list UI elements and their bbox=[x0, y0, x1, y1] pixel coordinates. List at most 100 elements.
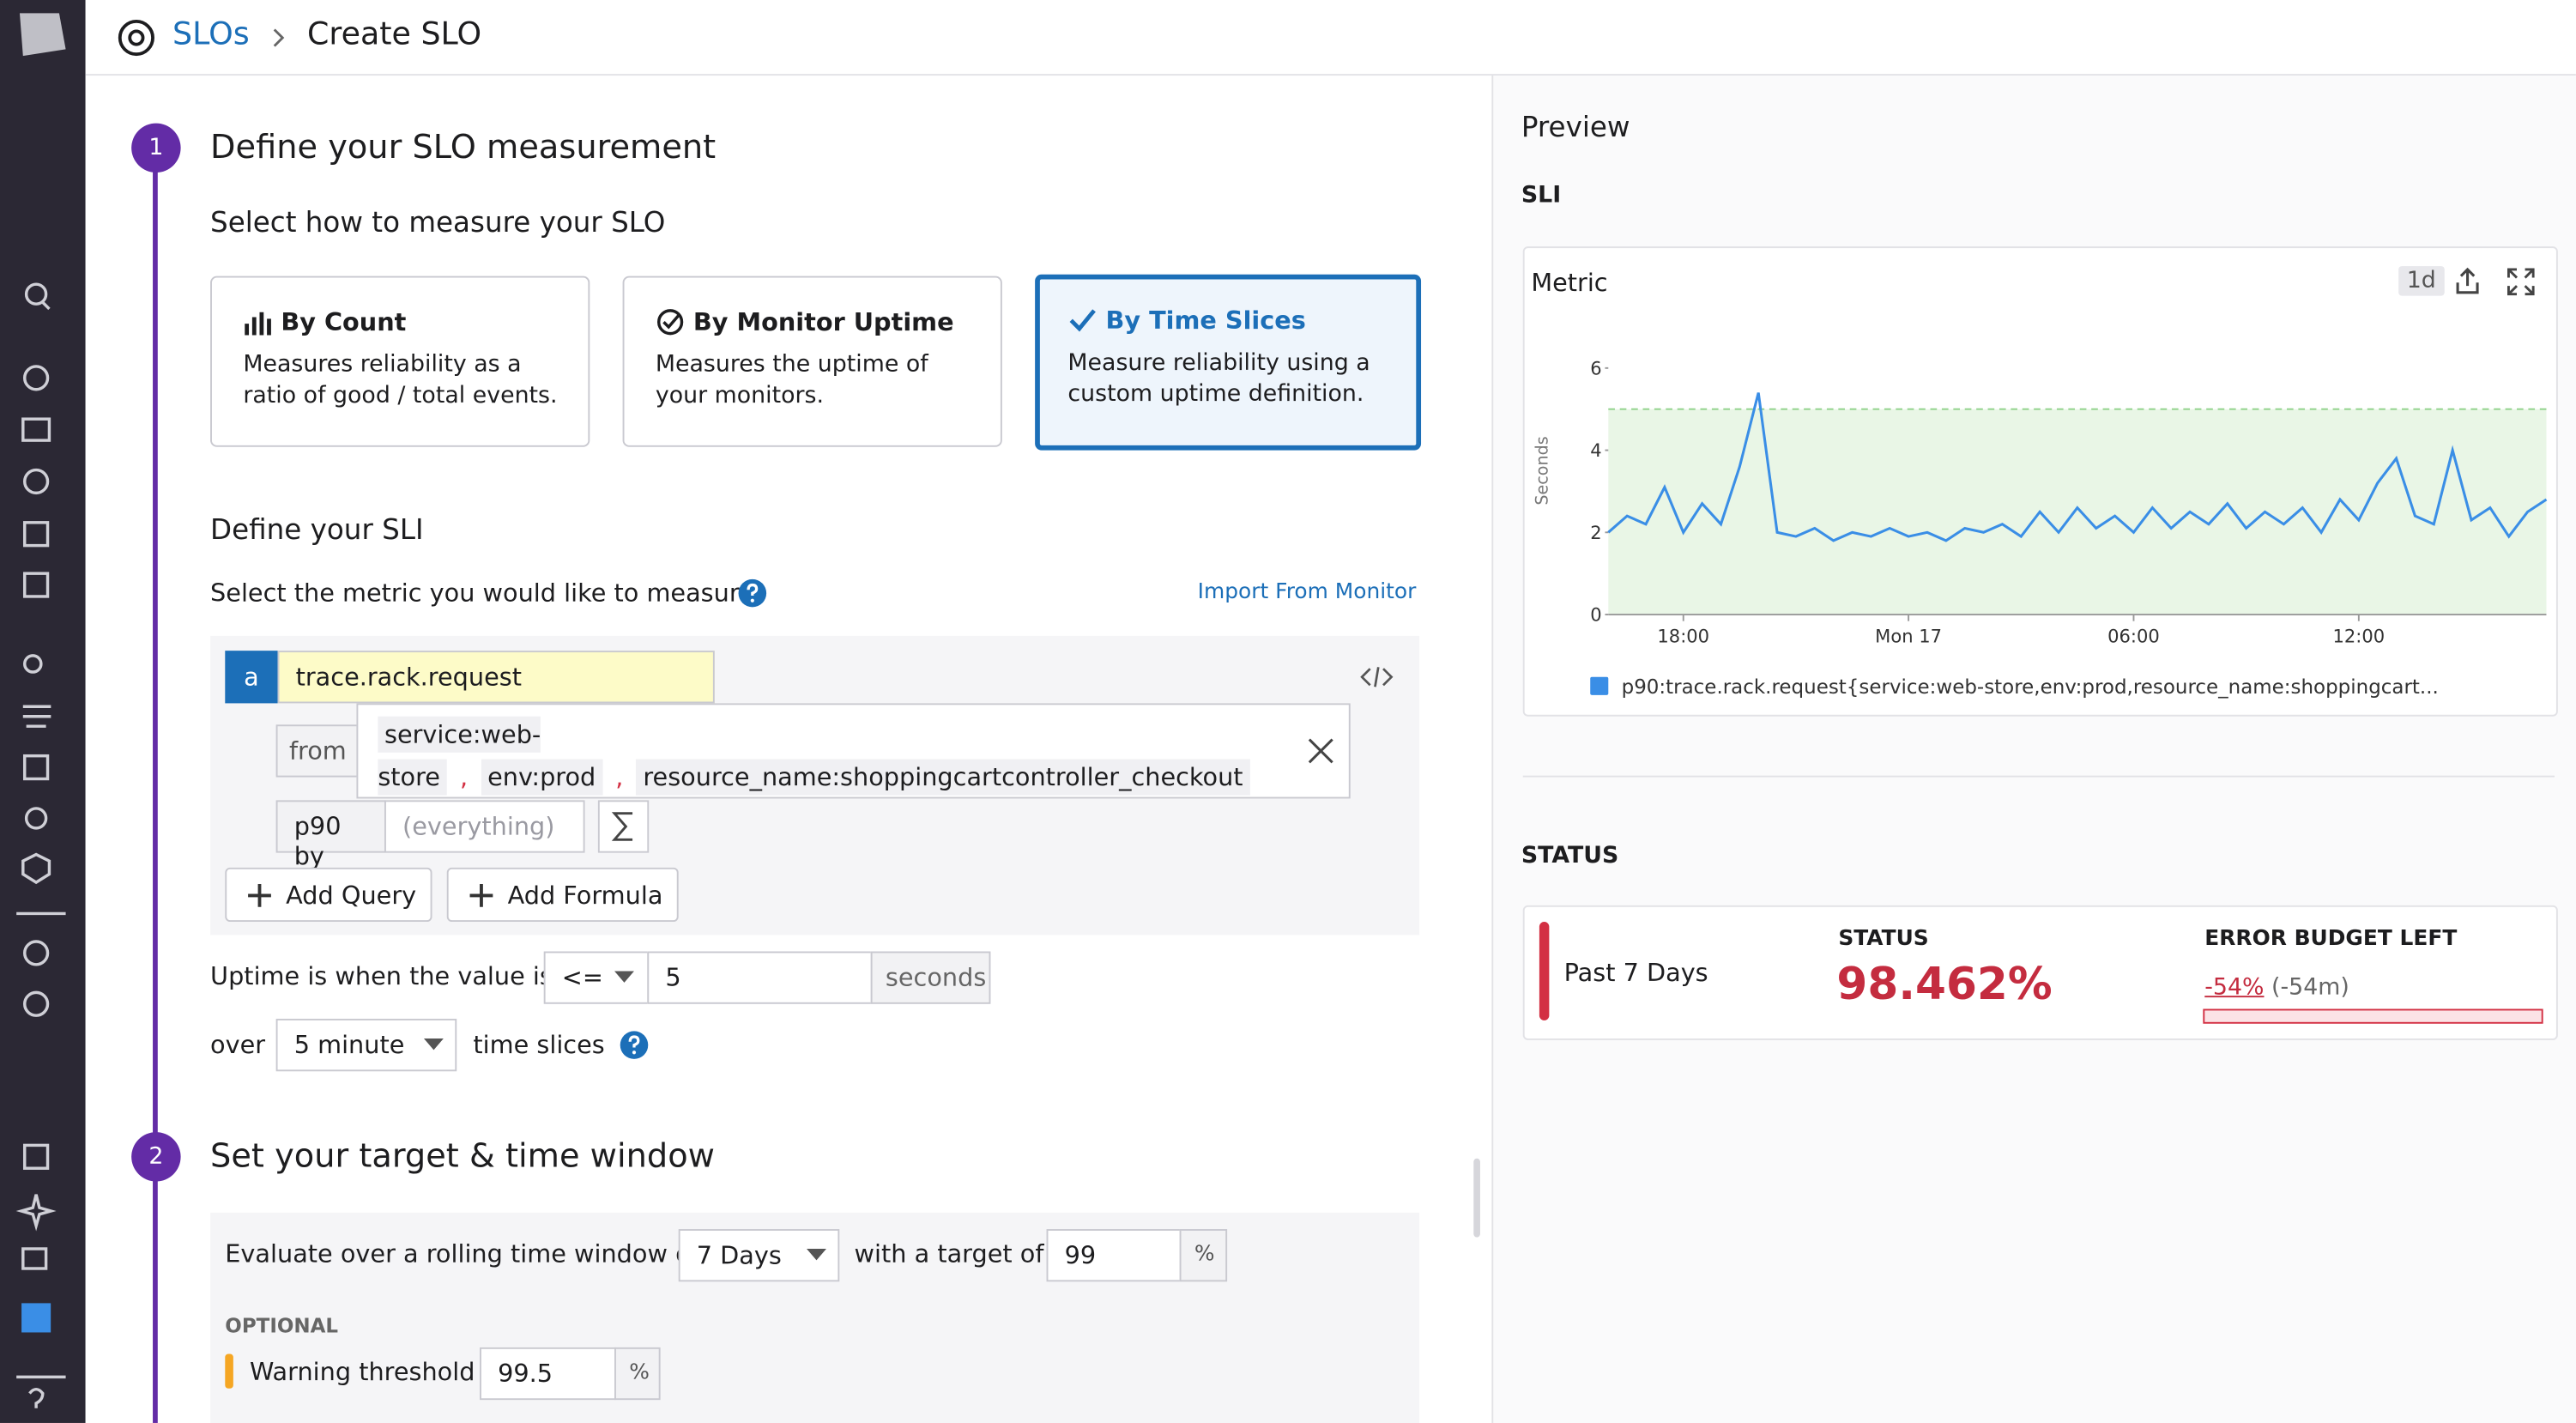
y-tick-label: 0 bbox=[1590, 604, 1601, 626]
check-icon bbox=[1069, 309, 1096, 332]
option-description: Measures the uptime of your monitors. bbox=[655, 351, 928, 409]
window-select[interactable]: 5 minute bbox=[275, 1018, 457, 1072]
y-tick-label: 4 bbox=[1590, 439, 1601, 461]
budget-text: -54% (-54m) bbox=[2204, 974, 2349, 1001]
y-tick-label: 6 bbox=[1590, 358, 1601, 379]
help-icon[interactable] bbox=[620, 1030, 649, 1059]
divider bbox=[1522, 775, 2555, 778]
status-value: 98.462% bbox=[1836, 960, 2053, 1011]
tag-list: service:web-store, env:prod, resource_name… bbox=[378, 716, 1250, 796]
target-box: Evaluate over a rolling time window of 7… bbox=[210, 1212, 1420, 1423]
warning-marker bbox=[225, 1353, 233, 1389]
count-icon bbox=[245, 312, 271, 336]
option-title: By Time Slices bbox=[1105, 306, 1306, 336]
threshold-input[interactable]: 5 bbox=[647, 951, 873, 1004]
metric-input[interactable]: trace.rack.request bbox=[277, 651, 715, 704]
nav-icons bbox=[15, 282, 66, 1408]
scrollbar bbox=[1473, 1158, 1480, 1238]
step-subtitle: Select how to measure your SLO bbox=[210, 207, 666, 240]
tag-separator: , bbox=[615, 762, 624, 792]
export-icon[interactable] bbox=[2452, 266, 2482, 295]
slo-icon bbox=[118, 19, 154, 57]
budget-time: (-54m) bbox=[2271, 974, 2349, 1001]
plus-icon bbox=[469, 883, 493, 906]
status-marker bbox=[1539, 922, 1550, 1020]
select-value: <= bbox=[561, 962, 603, 993]
select-value: 5 minute bbox=[293, 1030, 405, 1060]
button-label: Add Query bbox=[286, 880, 417, 910]
tag: resource_name:shoppingcartcontroller_che… bbox=[636, 759, 1250, 796]
sli-prompt: Select the metric you would like to meas… bbox=[210, 578, 762, 609]
expand-icon[interactable] bbox=[2507, 268, 2536, 296]
warning-input[interactable]: 99.5 bbox=[480, 1347, 616, 1401]
status-heading: STATUS bbox=[1521, 843, 1619, 869]
step-line bbox=[153, 171, 158, 1135]
preview-title: Preview bbox=[1521, 112, 1630, 145]
step-number: 1 bbox=[131, 123, 181, 173]
budget-bar bbox=[2203, 1008, 2543, 1024]
target-input[interactable]: 99 bbox=[1046, 1229, 1182, 1282]
caret bbox=[614, 971, 634, 983]
tag-input[interactable]: service:web-store, env:prod, resource_name… bbox=[356, 703, 1351, 799]
option-title: By Count bbox=[281, 307, 407, 337]
sidebar bbox=[0, 0, 86, 1423]
unit-label: % bbox=[1179, 1229, 1228, 1282]
from-label: from bbox=[275, 724, 359, 778]
option-card[interactable]: By Count Measures reliability as a ratio… bbox=[210, 276, 590, 447]
tag-separator: , bbox=[459, 762, 469, 792]
budget-label: ERROR BUDGET LEFT bbox=[2204, 926, 2458, 952]
add-query-button[interactable]: Add Query bbox=[225, 867, 432, 923]
logo bbox=[19, 13, 66, 57]
status-label: STATUS bbox=[1838, 926, 1929, 952]
add-formula-button[interactable]: Add Formula bbox=[446, 867, 679, 923]
time-window-select[interactable]: 7 Days bbox=[678, 1229, 840, 1282]
step-line bbox=[153, 1179, 158, 1423]
target-label: with a target of bbox=[854, 1238, 1044, 1269]
sigma-icon bbox=[611, 812, 633, 841]
option-description: Measure reliability using a custom uptim… bbox=[1067, 349, 1370, 408]
y-axis-label: Seconds bbox=[1532, 436, 1551, 505]
window-label: Evaluate over a rolling time window of bbox=[225, 1238, 699, 1269]
caret bbox=[423, 1038, 444, 1051]
option-card[interactable]: By Monitor Uptime Measures the uptime of… bbox=[622, 276, 1002, 447]
uptime-region bbox=[1608, 409, 2547, 615]
select-value: 7 Days bbox=[696, 1240, 782, 1270]
x-tick-label: Mon 17 bbox=[1875, 626, 1942, 647]
legend-label: p90:trace.rack.request{service:web-store… bbox=[1622, 676, 2439, 699]
breadcrumb-link[interactable]: SLOs bbox=[172, 16, 250, 53]
option-card-selected[interactable]: By Time Slices Measure reliability using… bbox=[1035, 274, 1422, 451]
sli-heading: SLI bbox=[1521, 182, 1562, 209]
over-label: over bbox=[210, 1030, 266, 1060]
aggregation[interactable]: p90 by bbox=[275, 800, 386, 871]
plus-icon bbox=[248, 883, 271, 906]
timeframe-badge[interactable]: 1d bbox=[2398, 266, 2445, 296]
help-icon[interactable] bbox=[738, 578, 767, 608]
chart: 0 2 4 6 18:00 Mon 17 06:00 12:00 Seconds p90:trac… bbox=[1532, 358, 2548, 699]
widget-title: Metric bbox=[1531, 268, 1608, 298]
import-link[interactable]: Import From Monitor bbox=[1197, 579, 1417, 605]
section-title: Define your SLI bbox=[210, 514, 424, 548]
button-label: Add Formula bbox=[507, 880, 663, 910]
monitor-icon bbox=[656, 309, 684, 336]
legend-swatch bbox=[1590, 676, 1609, 695]
code-toggle[interactable] bbox=[1360, 663, 1394, 690]
group-by-input[interactable]: (everything) bbox=[384, 800, 585, 853]
query-letter: a bbox=[225, 651, 278, 704]
step-title: Define your SLO measurement bbox=[210, 126, 717, 167]
over-suffix: time slices bbox=[473, 1030, 605, 1060]
operator-select[interactable]: <= bbox=[543, 951, 650, 1004]
status-period: Past 7 Days bbox=[1563, 958, 1708, 988]
caret bbox=[807, 1249, 826, 1261]
x-tick-label: 06:00 bbox=[2107, 626, 2160, 647]
optional-label: OPTIONAL bbox=[225, 1314, 339, 1338]
top-bar: SLOs Create SLO bbox=[85, 0, 2576, 76]
y-tick-label: 2 bbox=[1590, 522, 1601, 543]
unit-label: seconds bbox=[870, 951, 991, 1004]
clear-button[interactable] bbox=[1308, 738, 1334, 765]
uptime-label: Uptime is when the value is bbox=[210, 960, 553, 991]
breadcrumb-current: Create SLO bbox=[307, 16, 482, 53]
budget-value: -54% bbox=[2204, 974, 2265, 1001]
function-button[interactable] bbox=[597, 800, 650, 853]
